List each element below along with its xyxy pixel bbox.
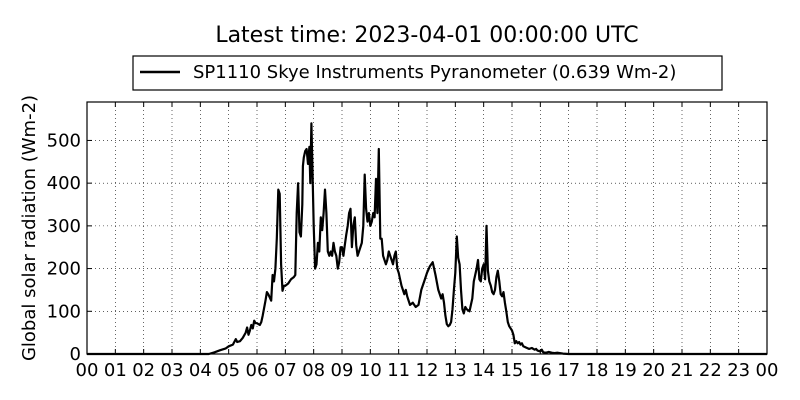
x-tick-label: 08	[302, 360, 325, 381]
x-tick-label: 22	[699, 360, 722, 381]
legend: SP1110 Skye Instruments Pyranometer (0.6…	[132, 55, 723, 91]
y-axis-label: Global solar radiation (Wm-2)	[19, 95, 40, 361]
x-tick-label: 01	[104, 360, 127, 381]
y-tick-label: 200	[47, 259, 81, 280]
y-axis: 0 100 200 300 400 500	[47, 130, 767, 365]
chart-title: Latest time: 2023-04-01 00:00:00 UTC	[215, 23, 638, 48]
x-tick-label: 09	[331, 360, 354, 381]
y-tick-label: 500	[47, 130, 81, 151]
y-tick-label: 400	[47, 173, 81, 194]
x-tick-label: 00	[756, 360, 779, 381]
plot-frame	[86, 101, 768, 355]
x-tick-label: 04	[189, 360, 212, 381]
x-tick-label: 23	[727, 360, 750, 381]
x-tick-label: 07	[274, 360, 297, 381]
x-tick-label: 12	[416, 360, 439, 381]
x-tick-label: 16	[529, 360, 552, 381]
x-tick-label: 15	[501, 360, 524, 381]
x-tick-label: 11	[387, 360, 410, 381]
series-line	[87, 122, 767, 356]
x-tick-label: 06	[246, 360, 269, 381]
grid	[87, 102, 767, 354]
x-tick-label: 20	[642, 360, 665, 381]
x-tick-label: 18	[586, 360, 609, 381]
x-tick-label: 10	[359, 360, 382, 381]
x-tick-label: 14	[472, 360, 495, 381]
x-tick-label: 02	[132, 360, 155, 381]
y-tick-label: 0	[70, 344, 81, 365]
x-tick-label: 21	[671, 360, 694, 381]
x-axis: 00 01 02 03 04 05 06 07 08 09 10 11 12 13 14 15 16 17 18 19…	[76, 102, 779, 381]
y-tick-label: 100	[47, 301, 81, 322]
x-tick-label: 19	[614, 360, 637, 381]
x-tick-label: 00	[76, 360, 99, 381]
legend-box	[132, 55, 723, 91]
legend-label: SP1110 Skye Instruments Pyranometer (0.6…	[193, 62, 676, 83]
y-tick-label: 300	[47, 216, 81, 237]
x-tick-label: 17	[557, 360, 580, 381]
x-tick-label: 03	[161, 360, 184, 381]
x-tick-label: 05	[217, 360, 240, 381]
x-tick-label: 13	[444, 360, 467, 381]
